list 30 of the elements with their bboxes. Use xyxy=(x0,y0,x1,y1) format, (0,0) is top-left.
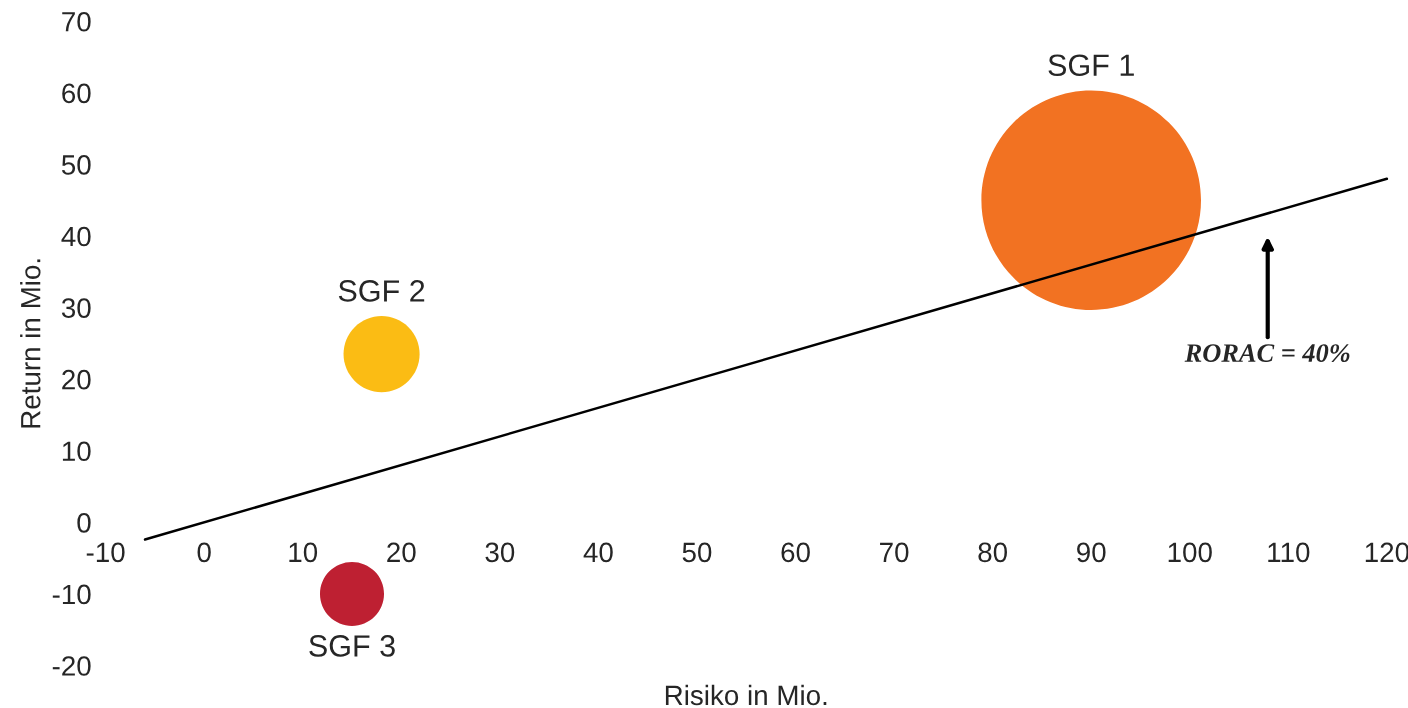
series-label: SGF 1 xyxy=(1048,54,1134,77)
y-tick-label: 0 xyxy=(77,513,91,533)
x-tick-label: 90 xyxy=(1077,542,1106,563)
x-tick-label: 30 xyxy=(485,542,515,563)
x-tick-label: 40 xyxy=(583,542,613,563)
x-tick-label: 10 xyxy=(289,542,318,563)
x-tick-label: 20 xyxy=(387,542,416,563)
x-tick-label: 80 xyxy=(978,542,1007,563)
series-label: SGF 3 xyxy=(309,635,395,657)
x-tick-label: -10 xyxy=(86,542,125,563)
series-label: SGF 2 xyxy=(338,280,425,302)
y-axis-title: Return in Mio. xyxy=(20,259,41,428)
y-tick-label: -20 xyxy=(52,656,91,676)
y-tick-label: 20 xyxy=(62,369,91,390)
x-tick-label: 110 xyxy=(1268,542,1310,563)
x-tick-label: 120 xyxy=(1365,542,1408,563)
y-tick-label: 40 xyxy=(61,226,91,247)
y-tick-label: 30 xyxy=(61,298,91,318)
x-tick-label: 0 xyxy=(197,542,211,563)
y-tick-label: 50 xyxy=(61,155,91,175)
x-tick-label: 100 xyxy=(1168,542,1212,563)
x-tick-label: 70 xyxy=(880,542,909,563)
y-tick-label: 70 xyxy=(62,11,91,32)
x-tick-label: 50 xyxy=(682,542,712,563)
y-tick-label: 10 xyxy=(62,441,91,462)
x-axis-title: Risiko in Mio. xyxy=(665,684,827,706)
y-tick-label: 60 xyxy=(62,83,91,104)
x-tick-label: 60 xyxy=(781,542,810,563)
y-tick-label: -10 xyxy=(52,584,91,605)
annotation: RORAC = 40% xyxy=(1184,344,1350,363)
